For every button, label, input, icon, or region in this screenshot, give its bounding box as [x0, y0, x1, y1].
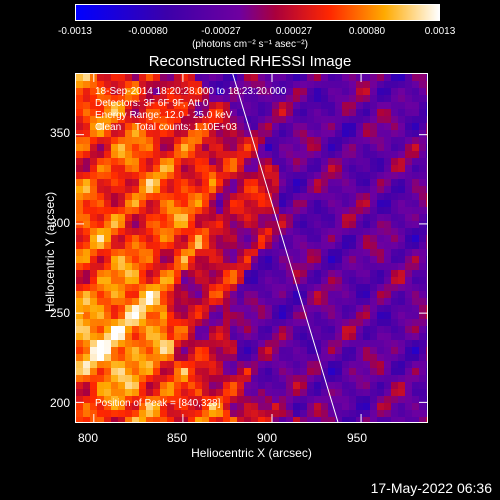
x-tick-label: 950: [346, 431, 368, 445]
colorbar-tick-label: -0.00080: [128, 26, 168, 37]
colorbar-tick-label: 0.00027: [275, 26, 313, 37]
y-tick-label: 200: [49, 396, 70, 410]
solar-limb-line: [232, 74, 339, 422]
y-axis-label: Heliocentric Y (arcsec): [43, 191, 57, 313]
colorbar-tick-label: 0.0013: [424, 26, 456, 37]
colorbar-tick-label: -0.00027: [201, 26, 241, 37]
time-range-text: 18-Sep-2014 18:20:28.000 to 18:23:20.000: [95, 86, 287, 97]
chart-title: Reconstructed RHESSI Image: [148, 53, 352, 70]
colorbar-unit-label: (photons cm⁻² s⁻¹ asec⁻²): [192, 39, 308, 50]
datestamp: 17-May-2022 06:36: [370, 480, 492, 496]
peak-position-text: Position of Peak = [840,328]: [95, 398, 221, 409]
y-tick-label: 300: [49, 216, 70, 230]
colorbar-tick-label: -0.0013: [58, 26, 92, 37]
x-tick-label: 850: [166, 431, 188, 445]
heatmap: [76, 74, 427, 422]
y-tick-label: 250: [49, 306, 70, 320]
clean-counts-text: Clean Total counts: 1.10E+03: [95, 122, 237, 133]
y-tick-label: 350: [49, 126, 70, 140]
x-tick-label: 800: [77, 431, 99, 445]
colorbar-tick-label: 0.00080: [348, 26, 386, 37]
colorbar: [75, 4, 440, 21]
plot-area: [75, 73, 428, 423]
energy-range-text: Energy Range: 12.0 - 25.0 keV: [95, 110, 233, 121]
detectors-text: Detectors: 3F 6F 9F, Att 0: [95, 98, 209, 109]
x-tick-label: 900: [256, 431, 278, 445]
x-axis-label: Heliocentric X (arcsec): [191, 446, 312, 460]
